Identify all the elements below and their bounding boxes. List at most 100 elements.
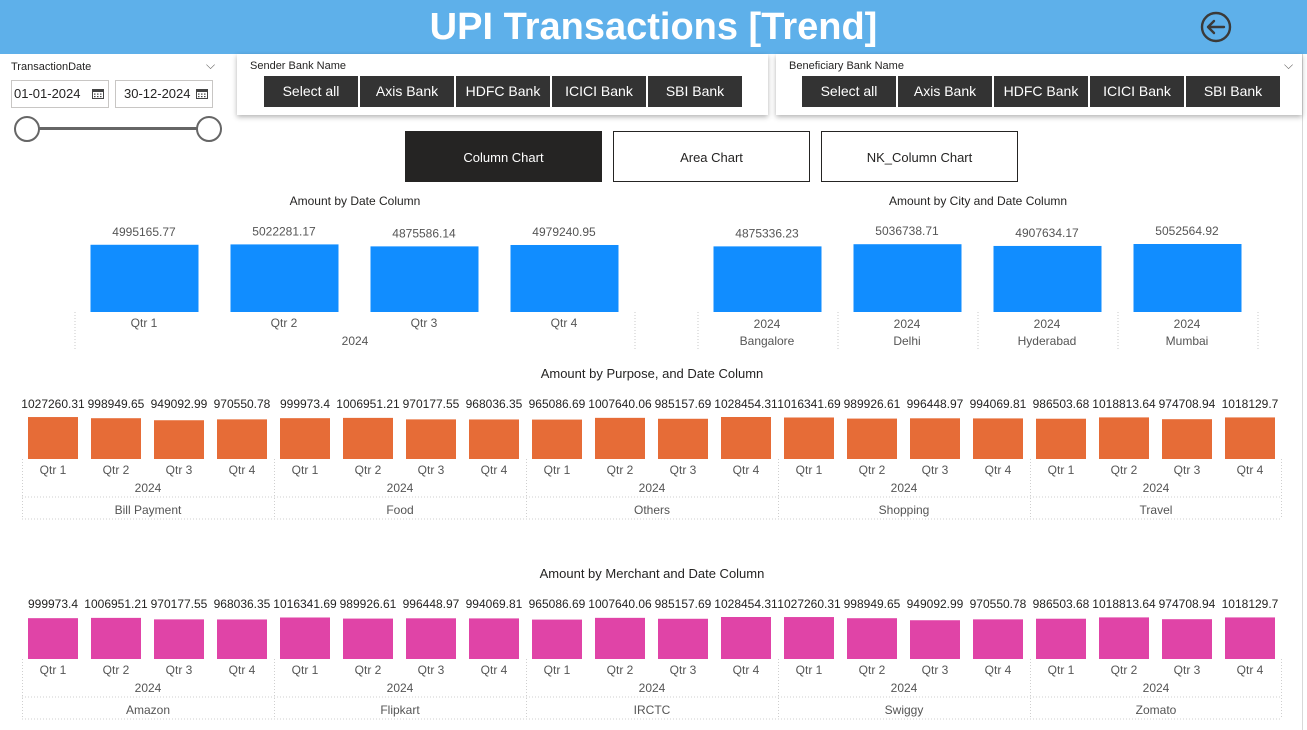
sender-icici-bank-button[interactable]: ICICI Bank <box>552 76 646 107</box>
bar <box>532 619 582 659</box>
bar <box>993 245 1102 312</box>
bar <box>217 419 267 459</box>
tick-label: Qtr 2 <box>103 463 130 477</box>
data-label: 949092.99 <box>907 597 964 611</box>
tick-label: Qtr 3 <box>1174 663 1201 677</box>
data-label: 996448.97 <box>907 397 964 411</box>
bar <box>1225 617 1275 659</box>
beneficiary-hdfc-bank-button[interactable]: HDFC Bank <box>994 76 1088 107</box>
data-label: 4979240.95 <box>532 225 596 239</box>
data-label: 1006951.21 <box>84 597 148 611</box>
data-label: 965086.69 <box>529 397 586 411</box>
bar <box>469 419 519 459</box>
sender-axis-bank-button[interactable]: Axis Bank <box>360 76 454 107</box>
tick-label: 2024 <box>639 681 666 695</box>
tick-label: 2024 <box>891 681 918 695</box>
beneficiary-icici-bank-button[interactable]: ICICI Bank <box>1090 76 1184 107</box>
bar <box>230 244 339 312</box>
start-date-input[interactable]: 01-01-2024 <box>11 80 109 108</box>
data-label: 970550.78 <box>970 597 1027 611</box>
data-label: 1027260.31 <box>21 397 85 411</box>
tick-label: 2024 <box>1143 681 1170 695</box>
tick-label: Qtr 2 <box>103 663 130 677</box>
tick-label: 2024 <box>135 681 162 695</box>
tab-column-chart[interactable]: Column Chart <box>405 131 602 182</box>
tick-label: Qtr 1 <box>40 463 67 477</box>
page-title: UPI Transactions [Trend] <box>429 6 878 48</box>
tick-label: Qtr 1 <box>1048 663 1075 677</box>
date-range-end-handle[interactable] <box>196 116 222 142</box>
bar <box>1162 619 1212 659</box>
bar <box>847 618 897 659</box>
sender-select-all-button[interactable]: Select all <box>264 76 358 107</box>
bar <box>784 617 834 659</box>
tick-label: Others <box>634 503 670 517</box>
tick-label: Qtr 1 <box>292 463 319 477</box>
tick-label: Qtr 2 <box>859 663 886 677</box>
data-label: 4995165.77 <box>112 225 176 239</box>
tick-label: Amazon <box>126 703 170 717</box>
beneficiary-axis-bank-button[interactable]: Axis Bank <box>898 76 992 107</box>
bar <box>1036 618 1086 659</box>
data-label: 4907634.17 <box>1015 226 1079 240</box>
tick-label: Qtr 1 <box>544 663 571 677</box>
bar <box>1225 417 1275 459</box>
tab-nk-column-chart[interactable]: NK_Column Chart <box>821 131 1018 182</box>
data-label: 996448.97 <box>403 597 460 611</box>
tick-label: Mumbai <box>1166 334 1209 348</box>
tick-label: Qtr 1 <box>131 316 158 330</box>
data-label: 1028454.31 <box>714 397 778 411</box>
tick-label: Qtr 2 <box>1111 663 1138 677</box>
tick-label: 2024 <box>387 481 414 495</box>
bar <box>784 417 834 459</box>
tick-label: Bill Payment <box>115 503 182 517</box>
bar <box>973 619 1023 659</box>
tick-label: Qtr 4 <box>985 463 1012 477</box>
chevron-down-icon[interactable]: ⌵ <box>206 58 216 72</box>
bar <box>510 244 619 312</box>
data-label: 970550.78 <box>214 397 271 411</box>
tick-label: Qtr 1 <box>40 663 67 677</box>
sender-hdfc-bank-button[interactable]: HDFC Bank <box>456 76 550 107</box>
beneficiary-sbi-bank-button[interactable]: SBI Bank <box>1186 76 1280 107</box>
data-label: 986503.68 <box>1033 397 1090 411</box>
tick-label: Qtr 4 <box>1237 463 1264 477</box>
scrollbar[interactable] <box>1302 54 1307 730</box>
chevron-down-icon[interactable]: ⌵ <box>1284 58 1294 72</box>
date-range-start-handle[interactable] <box>14 116 40 142</box>
bar <box>469 618 519 659</box>
calendar-icon[interactable] <box>92 88 104 99</box>
data-label: 5052564.92 <box>1155 224 1219 238</box>
data-label: 1028454.31 <box>714 597 778 611</box>
tick-label: Qtr 3 <box>418 663 445 677</box>
tick-label: Qtr 3 <box>166 663 193 677</box>
tick-label: Qtr 4 <box>229 463 256 477</box>
sender-bank-slicer: Sender Bank Name Select all Axis Bank HDFC… <box>237 54 768 115</box>
data-label: 5022281.17 <box>252 224 316 238</box>
amount-by-purpose-chart: Amount by Purpose, and Date Column 10272… <box>21 363 1282 523</box>
tab-area-chart[interactable]: Area Chart <box>613 131 810 182</box>
chart-title: Amount by Merchant and Date Column <box>539 566 765 581</box>
back-arrow-icon[interactable] <box>1200 11 1232 43</box>
beneficiary-select-all-button[interactable]: Select all <box>802 76 896 107</box>
data-label: 968036.35 <box>466 397 523 411</box>
tick-label: Qtr 2 <box>859 463 886 477</box>
date-range-track[interactable] <box>28 127 210 130</box>
sender-sbi-bank-button[interactable]: SBI Bank <box>648 76 742 107</box>
tick-label: Delhi <box>893 334 920 348</box>
bar <box>406 618 456 659</box>
tick-label: 2024 <box>387 681 414 695</box>
tick-label: Flipkart <box>380 703 420 717</box>
bar <box>280 617 330 659</box>
data-label: 949092.99 <box>151 397 208 411</box>
tick-label: IRCTC <box>634 703 671 717</box>
bar <box>154 619 204 659</box>
beneficiary-bank-slicer: Beneficiary Bank Name ⌵ Select all Axis B… <box>776 54 1302 115</box>
end-date-input[interactable]: 30-12-2024 <box>115 80 213 108</box>
data-label: 4875336.23 <box>735 226 799 240</box>
slicer-label: TransactionDate <box>11 61 92 73</box>
calendar-icon[interactable] <box>196 88 208 99</box>
tick-label: Qtr 2 <box>607 663 634 677</box>
data-label: 999973.4 <box>28 597 78 611</box>
